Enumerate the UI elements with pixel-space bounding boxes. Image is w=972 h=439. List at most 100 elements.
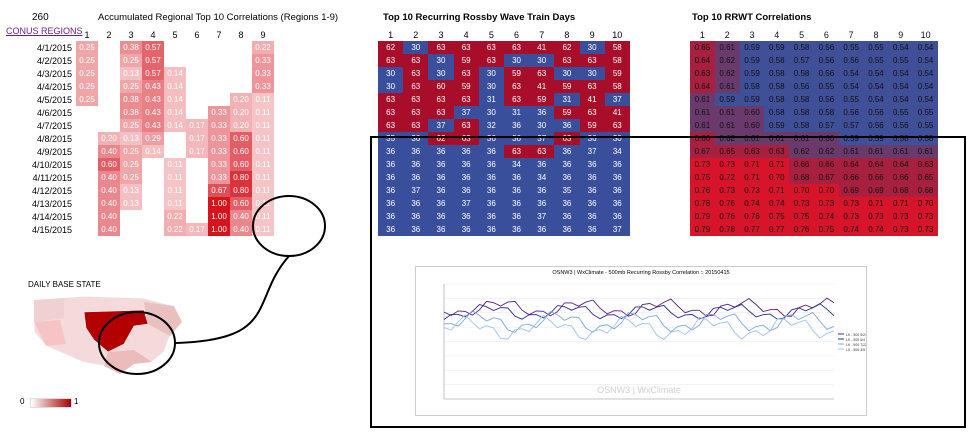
corr-cell: 0.59	[764, 41, 790, 54]
day-cell: 36	[503, 197, 530, 210]
table-row: 0.76 0.73 0.73 0.71 0.70 0.70 0.69 0.69 0.68 0.68	[690, 184, 938, 197]
corr-cell: 0.56	[813, 41, 839, 54]
day-cell: 36	[604, 158, 630, 171]
day-cell: 36	[403, 132, 429, 145]
table-row: 0.78 0.76 0.74 0.74 0.73 0.73 0.73 0.71 0.71 0.70	[690, 197, 938, 210]
corr-cell: 0.69	[838, 184, 864, 197]
value-cell: 0.17	[186, 223, 208, 236]
corr-cell: 0.61	[764, 132, 790, 145]
day-cell: 36	[428, 223, 454, 236]
day-cell: 36	[453, 223, 479, 236]
corr-cell: 0.64	[690, 80, 715, 93]
col-header: 6	[194, 29, 200, 40]
highlight-box-chart	[370, 136, 966, 428]
day-cell: 63	[453, 132, 479, 145]
day-cell: 63	[503, 93, 530, 106]
day-cell: 36	[378, 223, 404, 236]
value-cell: 1.00	[208, 223, 230, 236]
col-header: 7	[216, 29, 222, 40]
value-cell: 0.40	[230, 210, 252, 223]
corr-cell: 0.58	[764, 67, 790, 80]
value-cell: 0.11	[252, 210, 274, 223]
day-cell: 41	[529, 41, 555, 54]
corr-cell: 0.62	[714, 54, 740, 67]
value-cell: 0.60	[230, 197, 252, 210]
day-cell: 41	[579, 93, 605, 106]
value-cell: 0.33	[208, 132, 230, 145]
corr-cell: 0.71	[863, 197, 889, 210]
corr-cell: 0.73	[789, 197, 814, 210]
col-header: 4	[150, 29, 156, 40]
day-cell: 36	[503, 184, 530, 197]
value-cell: 0.22	[164, 223, 186, 236]
conus-regions-link[interactable]: CONUS REGIONS	[6, 26, 83, 36]
corr-cell: 0.71	[739, 171, 765, 184]
corr-cell: 0.58	[789, 93, 814, 106]
day-cell: 36	[428, 158, 454, 171]
col-header: 5	[799, 29, 805, 40]
series-line	[443, 297, 835, 317]
corr-cell: 0.56	[789, 80, 814, 93]
day-cell: 34	[529, 171, 555, 184]
corr-cell: 0.63	[739, 145, 765, 158]
day-cell: 62	[378, 41, 404, 54]
corr-cell: 0.58	[739, 80, 765, 93]
corr-cell: 0.60	[739, 119, 765, 132]
value-cell: 0.11	[252, 132, 274, 145]
table-row: 35 36 62 63 36 36 37 63 36 30	[378, 132, 630, 145]
corr-cell: 0.70	[813, 184, 839, 197]
day-cell: 37	[428, 119, 454, 132]
value-cell: 0.11	[164, 171, 186, 184]
value-cell: 0.25	[76, 41, 98, 54]
series-line	[443, 310, 835, 333]
value-cell: 0.20	[230, 93, 252, 106]
corr-cell: 0.73	[714, 184, 740, 197]
day-cell: 63	[378, 106, 404, 119]
corr-cell: 0.61	[863, 145, 889, 158]
corr-cell: 0.58	[789, 106, 814, 119]
corr-cell: 0.73	[913, 210, 938, 223]
table-row: 36 36 36 36 36 34 36 36 36 36	[378, 158, 630, 171]
table-row: 4/8/2015 0.20 0.13 0.29 0.17 0.33 0.60 0.11	[0, 132, 274, 145]
corr-cell: 0.58	[913, 132, 938, 145]
day-cell: 36	[378, 145, 404, 158]
corr-cell: 0.61	[690, 119, 715, 132]
value-cell: 0.13	[120, 197, 142, 210]
corr-cell: 0.63	[690, 67, 715, 80]
value-cell: 0.14	[164, 93, 186, 106]
rossby-days-title: Top 10 Recurring Rossby Wave Train Days	[383, 12, 576, 23]
corr-cell: 0.75	[813, 223, 839, 236]
table-row: 63 63 37 63 32 36 30 36 59 63	[378, 119, 630, 132]
day-cell: 36	[428, 197, 454, 210]
corr-cell: 0.55	[838, 41, 864, 54]
col-header: 3	[128, 29, 134, 40]
corr-cell: 0.77	[739, 223, 765, 236]
value-cell: 0.33	[208, 106, 230, 119]
col-header: 4	[463, 29, 469, 40]
day-cell: 30	[428, 54, 454, 67]
day-cell: 58	[604, 54, 630, 67]
day-cell: 36	[428, 210, 454, 223]
value-cell: 0.33	[252, 67, 274, 80]
value-cell: 0.43	[142, 119, 164, 132]
date-cell: 4/13/2015	[31, 198, 72, 209]
value-cell: 0.25	[76, 54, 98, 67]
day-cell: 36	[554, 158, 580, 171]
corr-cell: 0.58	[764, 80, 790, 93]
corr-cell: 0.55	[888, 106, 914, 119]
date-cell: 4/7/2015	[36, 120, 72, 131]
day-cell: 62	[554, 41, 580, 54]
corr-cell: 0.75	[764, 210, 790, 223]
corr-cell: 0.73	[913, 223, 938, 236]
day-cell: 36	[554, 223, 580, 236]
correlation-chart: OSNW3 | WxClimate - 500mb Recurring Ross…	[415, 266, 867, 416]
day-cell: 36	[403, 197, 429, 210]
value-cell: 0.60	[230, 145, 252, 158]
day-cell: 36	[453, 184, 479, 197]
corr-cell: 0.59	[764, 119, 790, 132]
col-header: 9	[898, 29, 904, 40]
corr-cell: 0.71	[764, 158, 790, 171]
corr-cell: 0.64	[838, 158, 864, 171]
corr-cell: 0.61	[913, 145, 938, 158]
